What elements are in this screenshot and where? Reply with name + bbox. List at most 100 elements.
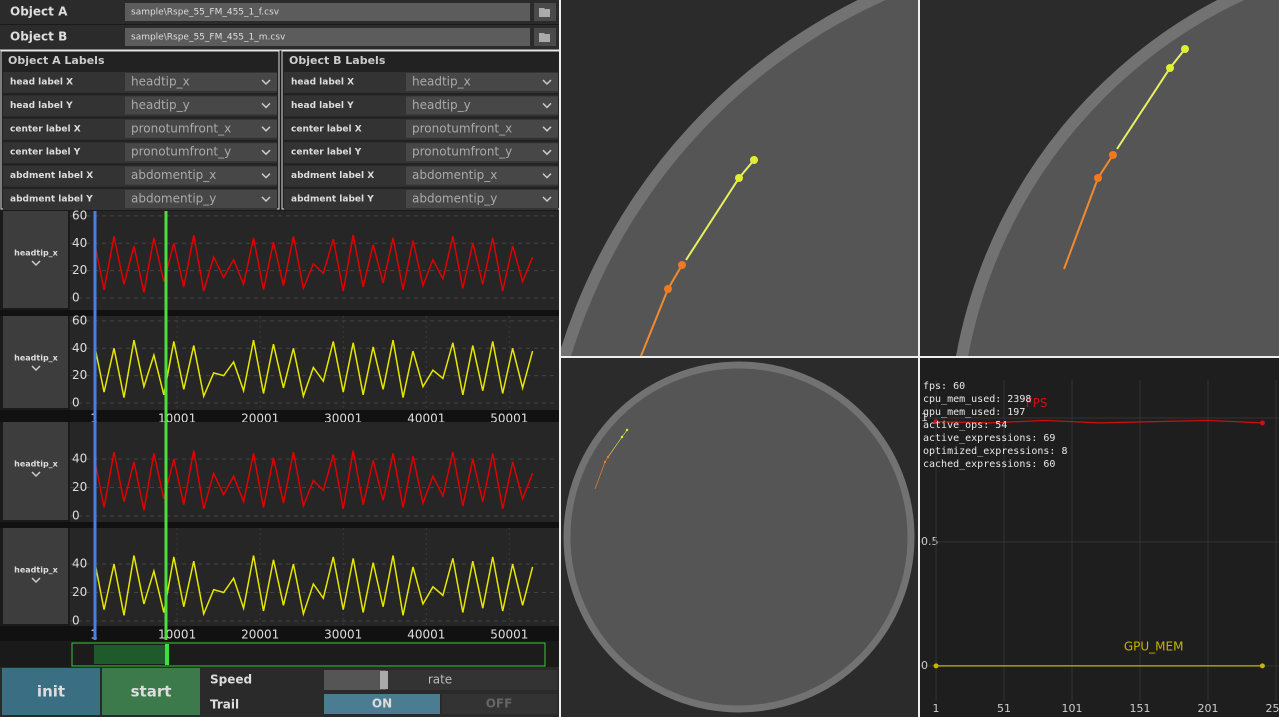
chevron-icon — [542, 79, 552, 86]
label-name: abdment label X — [10, 171, 93, 181]
y-tick-label: 20 — [72, 585, 87, 599]
plot-bg — [70, 316, 559, 410]
label-name: center label X — [10, 124, 81, 134]
selector-button[interactable] — [3, 316, 68, 408]
file-path: sample\Rspe_55_FM_455_1_f.csv — [131, 8, 280, 18]
init-label: init — [37, 683, 65, 701]
label-value: headtip_y — [412, 98, 471, 112]
start-button[interactable] — [102, 668, 200, 715]
selector-label: headtip_x — [14, 354, 59, 363]
file-path: sample\Rspe_55_FM_455_1_m.csv — [131, 33, 286, 43]
y-tick-label: 0 — [921, 659, 928, 672]
stat-line: cached_expressions: 60 — [923, 459, 1055, 470]
body-point — [664, 285, 672, 293]
panel-title: Object A Labels — [8, 54, 105, 67]
speed-knob[interactable] — [380, 671, 388, 689]
chevron-icon — [31, 260, 41, 267]
label-dropdown[interactable] — [406, 119, 558, 138]
chevron-icon — [261, 173, 271, 179]
label-value: pronotumfront_y — [412, 145, 512, 159]
x-tick-label: 151 — [1130, 702, 1151, 715]
speed-fill — [324, 670, 386, 690]
plot-strip — [0, 522, 560, 528]
series-line — [936, 419, 1263, 424]
x-tick-label: 101 — [1062, 702, 1083, 715]
x-tick-label: 40001 — [407, 628, 445, 642]
file-input[interactable] — [125, 28, 530, 46]
selector-button[interactable] — [3, 422, 68, 520]
x-tick-label: 50001 — [490, 628, 528, 642]
label-name: head label Y — [10, 101, 73, 111]
body-point — [678, 261, 686, 269]
trail-off[interactable] — [442, 694, 557, 714]
speed-label: Speed — [210, 673, 252, 687]
stat-line: cpu_mem_used: 2398 — [923, 394, 1031, 405]
label-dropdown[interactable] — [125, 73, 277, 91]
selector-label: headtip_x — [14, 249, 59, 258]
selector-label: headtip_x — [14, 566, 59, 575]
label-dropdown[interactable] — [125, 143, 277, 162]
y-tick-label: 0 — [72, 509, 80, 523]
y-tick-label: 0 — [72, 396, 80, 410]
chevron-icon — [31, 365, 41, 372]
chevron-icon — [261, 196, 271, 203]
label-value: pronotumfront_x — [412, 121, 512, 135]
label-dropdown[interactable] — [406, 143, 558, 162]
timeline-progress — [94, 645, 168, 664]
chevron-icon — [261, 102, 271, 109]
label-name: center label Y — [291, 148, 362, 158]
chevron-icon — [261, 126, 271, 132]
plot-bg — [70, 211, 559, 310]
label-dropdown[interactable] — [125, 190, 277, 208]
y-tick-label: 20 — [72, 263, 87, 277]
label-dropdown[interactable] — [406, 96, 558, 115]
label-dropdown[interactable] — [406, 190, 558, 208]
series-end — [933, 419, 939, 425]
y-tick-label: 60 — [72, 208, 87, 222]
y-tick-label: 0 — [72, 614, 80, 628]
label-value: abdomentip_y — [131, 192, 216, 206]
plot-strip — [0, 626, 560, 641]
x-tick-label: 251 — [1266, 702, 1279, 715]
file-label: Object B — [10, 30, 67, 44]
body-point — [1109, 151, 1117, 159]
body-point — [620, 435, 624, 439]
file-label: Object A — [10, 5, 68, 19]
timeline-handle[interactable] — [165, 644, 169, 665]
trail-on[interactable] — [324, 694, 440, 714]
label-name: abdment label X — [291, 171, 374, 181]
selector-button[interactable] — [3, 528, 68, 624]
selector-button[interactable] — [3, 211, 68, 308]
stat-line: active_expressions: 69 — [923, 433, 1055, 444]
x-tick-label: 51 — [997, 702, 1011, 715]
label-name: head label Y — [291, 101, 354, 111]
stat-line: active_ops: 54 — [923, 420, 1007, 431]
body-point — [1094, 174, 1102, 182]
label-dropdown[interactable] — [406, 73, 558, 91]
series-end — [933, 663, 939, 669]
file-input[interactable] — [125, 3, 530, 21]
label-dropdown[interactable] — [406, 166, 558, 185]
label-dropdown[interactable] — [125, 96, 277, 115]
y-tick-label: 40 — [72, 557, 87, 571]
chevron-icon — [261, 79, 271, 86]
body-point — [735, 174, 743, 182]
trail-off-label: OFF — [486, 697, 513, 711]
browse-icon — [539, 33, 550, 42]
y-tick-label: 40 — [72, 236, 87, 250]
label-value: headtip_x — [412, 75, 471, 89]
label-name: center label X — [291, 124, 362, 134]
init-button[interactable] — [2, 668, 100, 715]
label-value: abdomentip_x — [131, 168, 216, 182]
y-tick-label: 0.5 — [921, 535, 939, 548]
timeline[interactable] — [71, 642, 546, 667]
chevron-icon — [31, 577, 41, 584]
y-tick-label: 20 — [72, 480, 87, 494]
label-value: abdomentip_x — [412, 168, 497, 182]
trail-on-label: ON — [372, 697, 392, 711]
chevron-icon — [542, 173, 552, 179]
browse-icon — [539, 8, 550, 17]
label-dropdown[interactable] — [125, 166, 277, 185]
label-dropdown[interactable] — [125, 119, 277, 138]
